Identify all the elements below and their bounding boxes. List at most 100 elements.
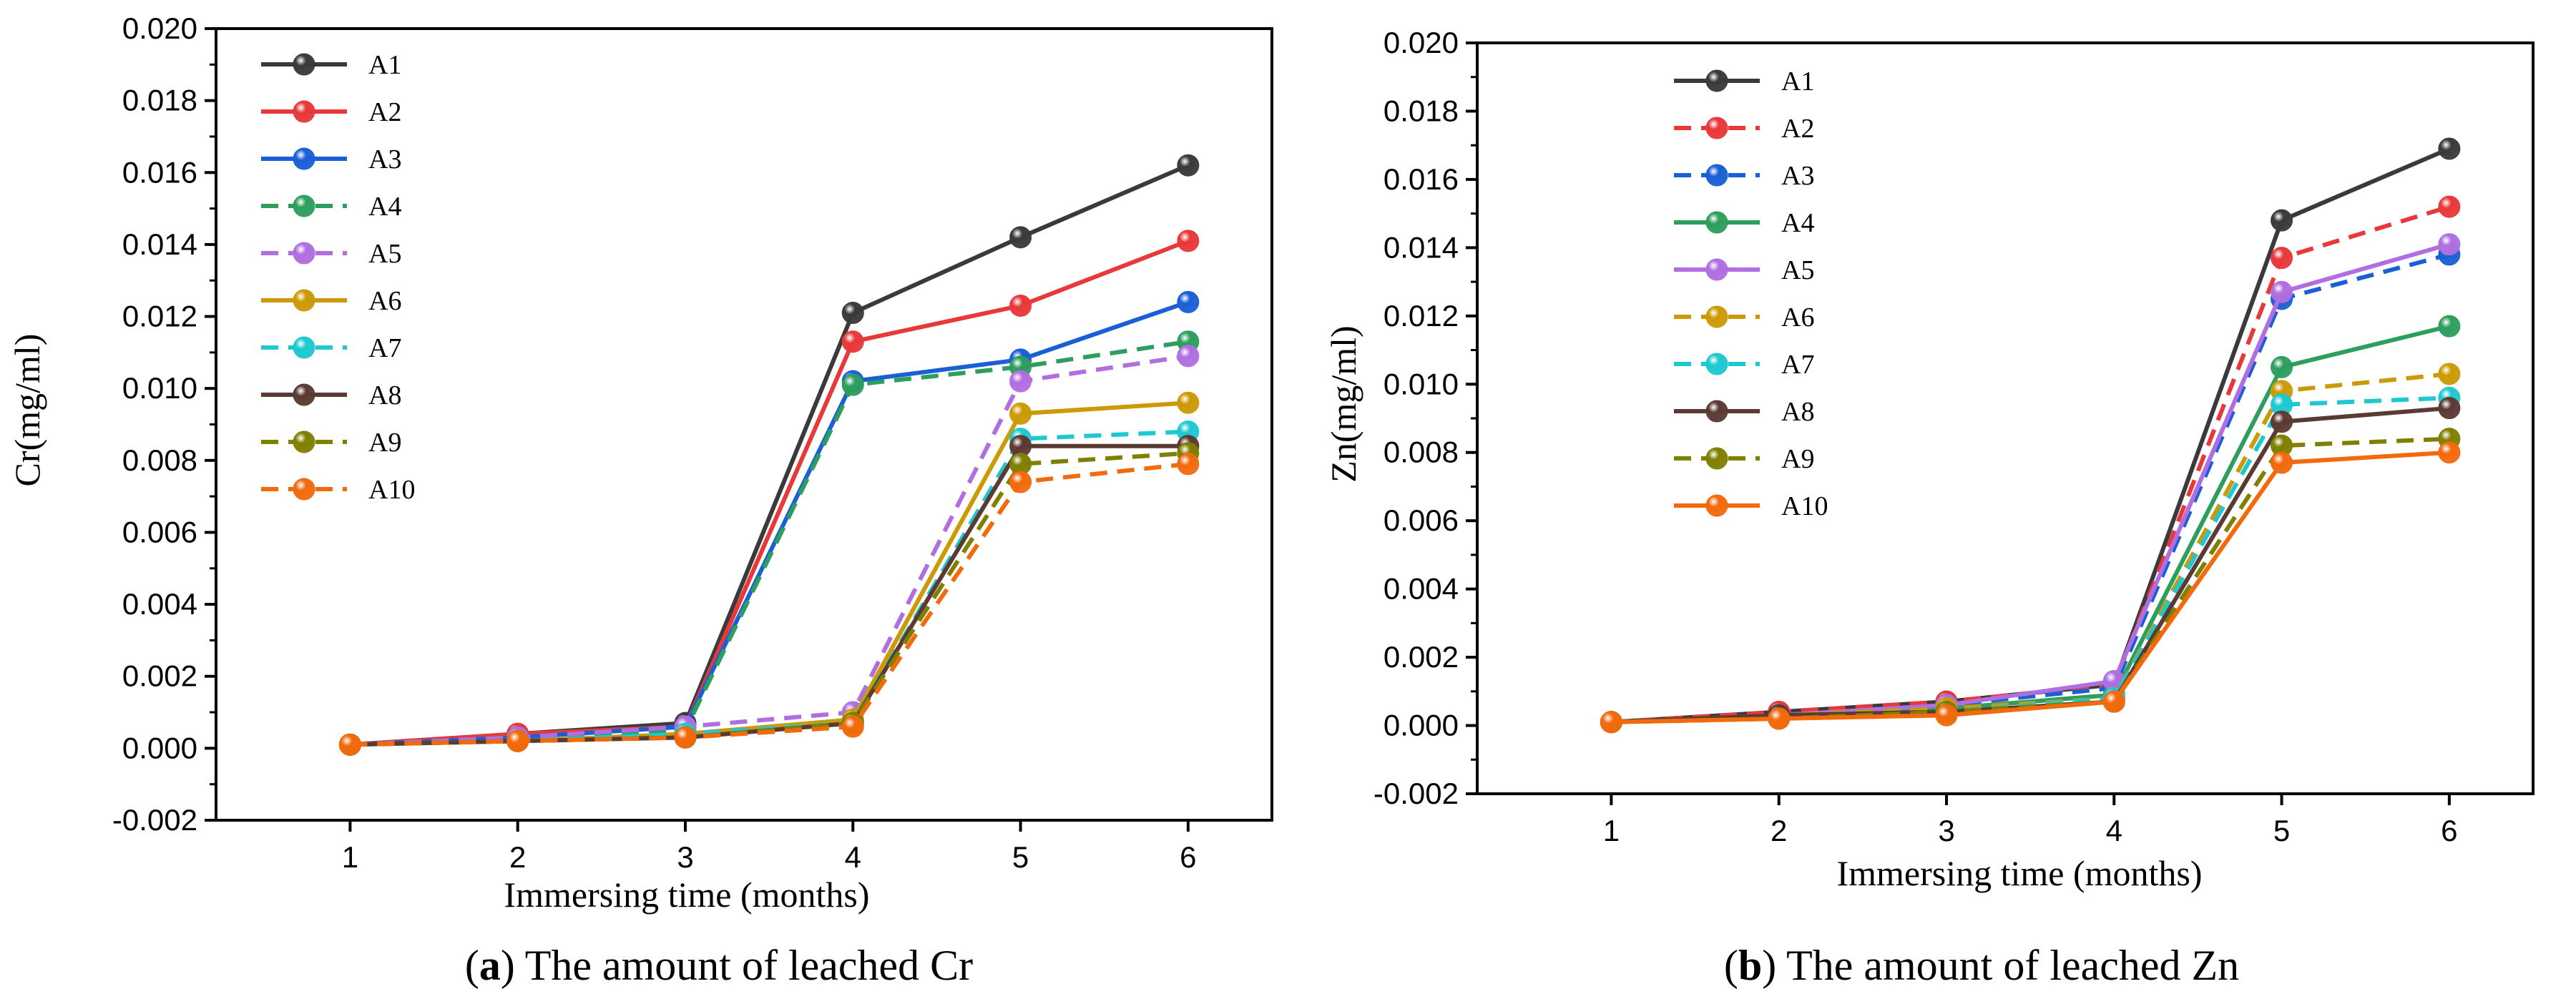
legend-marker-a3: [1705, 164, 1728, 187]
data-point-a10: [1935, 704, 1958, 727]
series-line-a2: [350, 239, 1189, 747]
chart-panel-zn: -0.002 0.000 0.002 0.004 0.006 0.008 0.010 0.01…: [1323, 26, 2535, 893]
data-point-a6: [1009, 402, 1032, 425]
legend-marker-a1: [293, 53, 315, 76]
x-tick-label: 1: [1603, 814, 1620, 847]
series-line-a7: [1611, 395, 2449, 724]
data-point-a4: [2271, 355, 2293, 378]
legend-marker-a2: [293, 100, 315, 123]
y-tick-label: 0.018: [1384, 94, 1459, 127]
series-line-a9: [350, 451, 1189, 747]
y-tick-label: 0.020: [1384, 26, 1459, 59]
legend-marker-a6: [293, 289, 315, 312]
series-line-a4: [350, 339, 1189, 747]
data-point-a5: [1009, 370, 1032, 393]
series-line-a4: [1611, 324, 2450, 724]
legend-marker-a8: [293, 383, 315, 406]
series-line-a10: [1611, 450, 2450, 724]
series-line-a1: [1611, 147, 2451, 724]
legend-label-a10: A10: [1781, 491, 1828, 521]
caption-b: (b) The amount of leached Zn: [1724, 942, 2239, 989]
legend-label-a9: A9: [368, 428, 401, 458]
series-line-a8: [350, 443, 1188, 747]
x-tick-label: 1: [342, 840, 358, 874]
legend-label-a3: A3: [1781, 161, 1814, 191]
caption-a: (a) The amount of leached Cr: [465, 942, 973, 989]
data-point-a6: [1177, 391, 1200, 414]
y-axis-label: Cr(mg/ml): [7, 334, 47, 487]
y-tick-label: 0.006: [122, 515, 197, 548]
series-line-a1: [350, 163, 1190, 747]
data-point-a10: [1600, 711, 1622, 734]
series-line-a6: [1611, 371, 2450, 724]
x-tick-label: 6: [2441, 814, 2457, 847]
data-point-a10: [2102, 690, 2125, 713]
y-tick-label: 0.018: [122, 84, 197, 117]
legend-marker-a6: [1705, 305, 1728, 328]
data-point-a1: [1177, 154, 1200, 177]
legend-label-a6: A6: [368, 286, 401, 316]
y-tick-label: 0.006: [1384, 503, 1459, 537]
series-line-a9: [1611, 436, 2449, 724]
y-tick-label: -0.002: [1373, 777, 1459, 810]
legend-label-a9: A9: [1781, 444, 1814, 474]
y-tick-label: -0.002: [112, 803, 197, 837]
data-point-a10: [1177, 453, 1200, 476]
legend-marker-a1: [1705, 69, 1728, 92]
y-tick-label: 0.000: [1384, 709, 1459, 742]
data-point-a2: [841, 330, 864, 353]
legend-label-a7: A7: [1781, 350, 1814, 380]
data-point-a10: [841, 715, 864, 738]
legend-marker-a3: [293, 147, 315, 170]
legend-marker-a5: [293, 242, 315, 265]
x-tick-label: 4: [2106, 814, 2122, 847]
y-tick-label: 0.020: [122, 11, 197, 45]
data-point-a10: [338, 733, 361, 756]
caption-b-text: The amount of leached Zn: [1786, 942, 2239, 989]
y-axis-label: Zn(mg/ml): [1323, 325, 1363, 482]
data-point-a1: [841, 302, 864, 325]
series-line-a7: [350, 429, 1188, 747]
series-line-a8: [1611, 405, 2450, 724]
legend-label-a1: A1: [1781, 67, 1814, 97]
data-point-a3: [1177, 290, 1200, 313]
x-tick-label: 2: [1771, 814, 1787, 847]
data-point-a5: [1177, 345, 1200, 368]
data-point-a6: [2438, 363, 2461, 385]
x-tick-label: 2: [509, 840, 526, 874]
data-point-a1: [2438, 137, 2461, 160]
y-tick-label: 0.014: [122, 227, 197, 261]
x-tick-label: 5: [2273, 814, 2290, 847]
legend-marker-a9: [293, 430, 315, 453]
data-point-a8: [2438, 397, 2461, 420]
caption-a-text: The amount of leached Cr: [525, 942, 973, 989]
legend-marker-a4: [1705, 211, 1728, 234]
data-point-a2: [1177, 230, 1200, 252]
data-point-a10: [1768, 707, 1791, 730]
data-point-a1: [2271, 209, 2293, 232]
series-line-a6: [350, 400, 1189, 747]
data-point-a10: [2438, 441, 2461, 464]
y-tick-label: 0.004: [122, 587, 197, 621]
legend-label-a3: A3: [368, 144, 401, 174]
data-point-a8: [2271, 410, 2293, 433]
y-tick-label: 0.008: [122, 443, 197, 477]
y-tick-label: 0.016: [122, 155, 197, 189]
x-tick-label: 5: [1012, 840, 1029, 874]
x-axis-label: Immersing time (months): [504, 875, 869, 915]
data-point-a10: [1009, 471, 1032, 493]
legend-label-a8: A8: [1781, 397, 1814, 427]
x-tick-label: 3: [677, 840, 693, 874]
legend-label-a2: A2: [1781, 114, 1814, 144]
data-point-a4: [2438, 315, 2461, 338]
y-tick-label: 0.004: [1384, 572, 1459, 606]
data-point-a5: [2438, 233, 2461, 256]
legend-label-a4: A4: [1781, 208, 1814, 238]
legend-label-a7: A7: [368, 333, 401, 363]
legend-marker-a9: [1705, 447, 1728, 470]
y-tick-label: 0.000: [122, 731, 197, 764]
legend-marker-a7: [293, 336, 315, 359]
data-point-a2: [2271, 247, 2293, 270]
series-line-a2: [1611, 205, 2450, 724]
